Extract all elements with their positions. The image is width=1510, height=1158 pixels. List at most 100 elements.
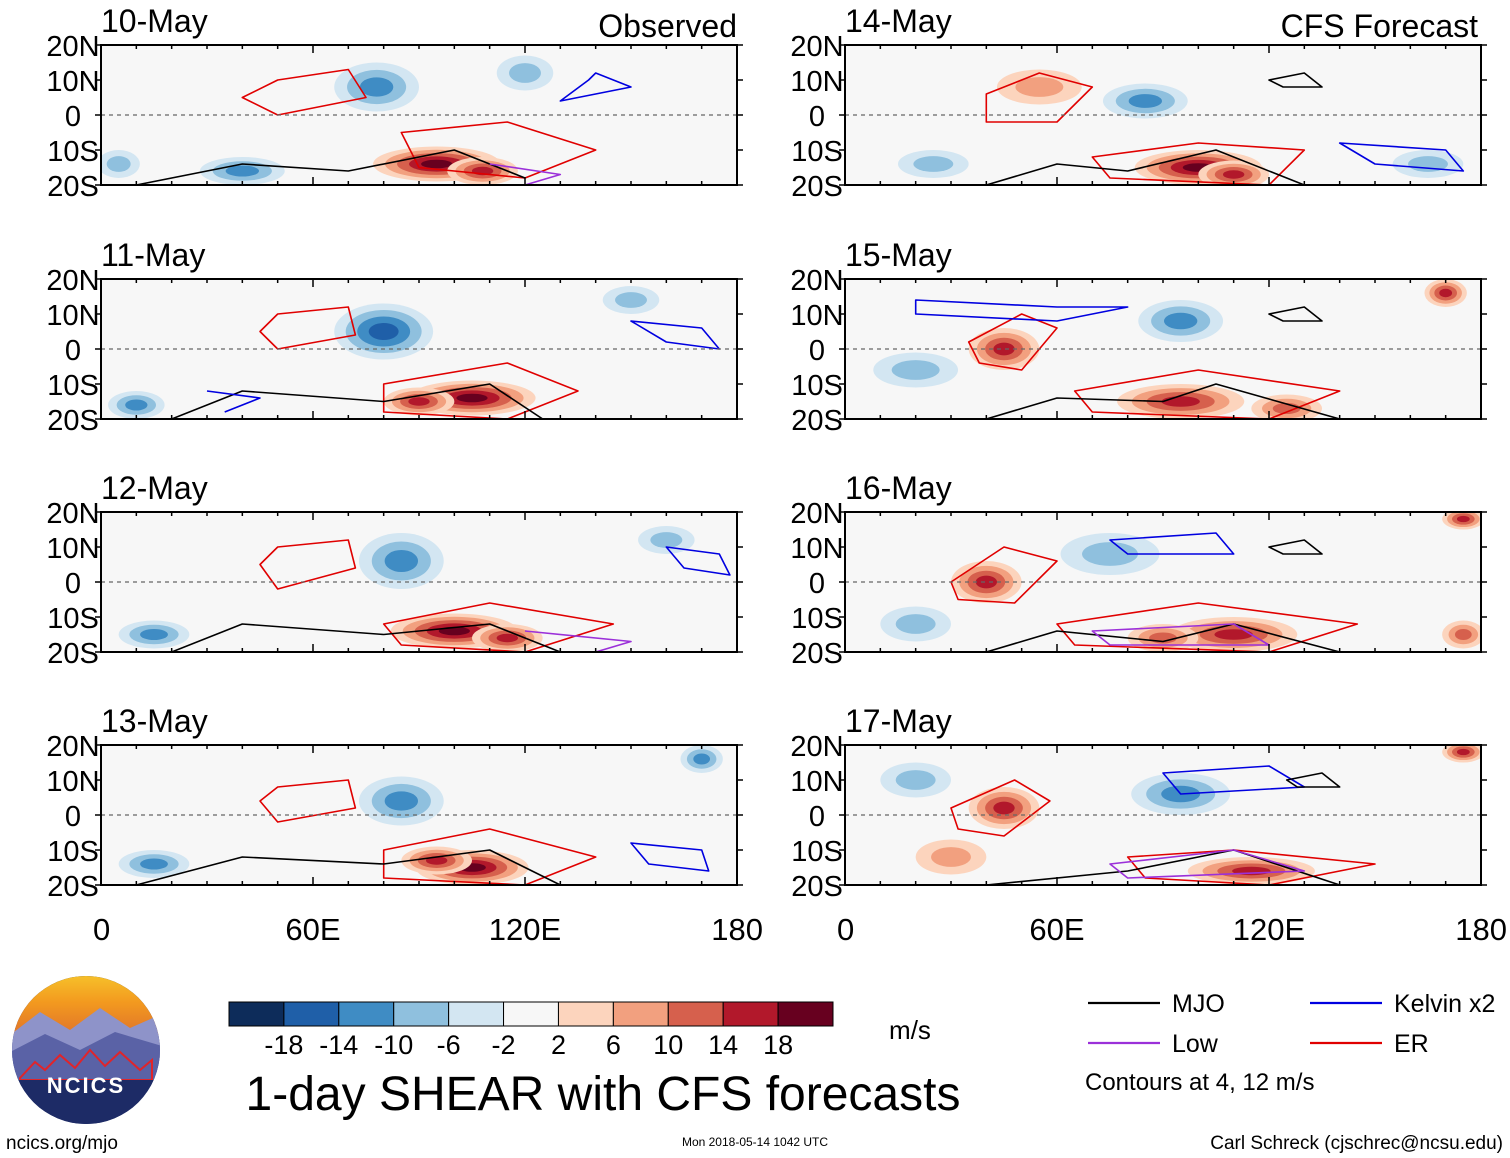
lat-tick-label: 20S <box>47 638 99 670</box>
colorbar-swatch <box>557 1001 614 1027</box>
colorbar-swatch <box>612 1001 669 1027</box>
shear-anomaly-region <box>1456 515 1470 523</box>
lat-tick-label: 20S <box>791 405 843 437</box>
lat-tick-label: 10N <box>790 533 843 565</box>
legend: MJO Low Kelvin x2 ER <box>1088 990 1495 1058</box>
lat-tick-label: 20N <box>46 31 99 63</box>
wave-contour <box>914 299 1129 322</box>
legend-label: Low <box>1172 1030 1219 1058</box>
wave-contour <box>1285 772 1341 788</box>
wave-contour <box>1056 602 1359 652</box>
shear-anomaly-region <box>140 858 168 870</box>
longitude-axis-labels: 0 60E 120E 180 0 60E 120E 180 <box>93 912 1507 947</box>
lat-tick-label: 0 <box>65 568 81 600</box>
lon-tick-label: 0 <box>93 912 110 947</box>
colorbar-units: m/s <box>889 1015 931 1045</box>
wave-contour <box>985 72 1094 123</box>
shear-anomaly-region <box>993 801 1015 815</box>
colorbar-label: -2 <box>492 1030 516 1060</box>
shear-anomaly-region <box>1082 542 1138 566</box>
shear-anomaly-region <box>359 77 394 97</box>
credit: Carl Schreck (cjschrec@ncsu.edu) <box>1210 1133 1503 1154</box>
wave-contour <box>382 362 579 419</box>
wave-contour <box>382 828 597 885</box>
panel-date: 11-May <box>101 237 205 273</box>
shear-anomaly-region <box>408 397 430 406</box>
wave-contour <box>171 383 544 419</box>
colorbar-label: 2 <box>551 1030 566 1060</box>
shear-anomaly-region <box>931 847 971 867</box>
lat-tick-label: 20S <box>47 405 99 437</box>
wave-contour <box>382 602 615 652</box>
lat-tick-label: 10S <box>47 603 99 635</box>
colorbar-label: 18 <box>763 1030 793 1060</box>
shear-anomaly-region <box>895 770 936 790</box>
wave-contour <box>1338 142 1465 172</box>
colorbar-label: 6 <box>606 1030 621 1060</box>
lat-tick-label: 20N <box>790 31 843 63</box>
panel-date: 12-May <box>101 470 208 506</box>
shear-anomaly-region <box>615 292 647 308</box>
lat-tick-label: 10N <box>46 66 99 98</box>
colorbar-swatch <box>283 1001 340 1027</box>
colorbar-swatch <box>667 1001 724 1027</box>
wave-contour <box>986 383 1340 419</box>
shear-anomaly-region <box>913 156 954 172</box>
ncics-logo: NCICS <box>12 976 160 1124</box>
colorbar: -18 -14 -10 -6 -2 2 6 10 14 18 <box>228 1001 834 1060</box>
wave-contour <box>171 623 561 652</box>
colorbar-label: -14 <box>319 1030 358 1060</box>
panel-date: 10-May <box>101 3 208 39</box>
wave-contour <box>136 149 526 185</box>
wave-contour <box>259 779 357 823</box>
shear-anomaly-region <box>225 165 260 177</box>
lat-tick-label: 20N <box>790 265 843 297</box>
legend-label: Kelvin x2 <box>1394 990 1495 1018</box>
shear-anomaly-region <box>384 791 419 811</box>
lat-tick-label: 20N <box>46 265 99 297</box>
lat-tick-label: 10S <box>791 603 843 635</box>
wave-contour <box>950 779 1051 837</box>
wave-contour <box>665 546 731 576</box>
shear-anomaly-region <box>975 575 998 589</box>
panel-date: 15-May <box>845 237 952 273</box>
wave-contour <box>1091 142 1306 185</box>
logo-text: NCICS <box>47 1073 125 1098</box>
lat-tick-label: 10S <box>47 836 99 868</box>
shear-anomaly-region <box>140 628 168 641</box>
wave-contour <box>1109 532 1235 555</box>
timestamp: Mon 2018-05-14 1042 UTC <box>682 1135 828 1149</box>
wave-contour <box>259 306 357 350</box>
lon-tick-label: 120E <box>489 912 561 947</box>
lat-tick-label: 20S <box>791 171 843 203</box>
shear-anomaly-region <box>1439 288 1453 298</box>
lat-tick-label: 0 <box>809 101 825 133</box>
lat-tick-label: 10N <box>790 66 843 98</box>
colorbar-swatch <box>448 1001 505 1027</box>
wave-contour <box>400 121 597 179</box>
panel-date: 17-May <box>845 703 952 739</box>
wave-contour <box>1073 369 1341 419</box>
shear-anomaly-region <box>421 159 453 169</box>
lat-tick-label: 20S <box>791 638 843 670</box>
lat-tick-label: 20S <box>47 871 99 903</box>
shear-anomaly-region <box>496 633 519 643</box>
lat-tick-label: 20N <box>46 731 99 763</box>
website-link[interactable]: ncics.org/mjo <box>6 1133 118 1154</box>
colorbar-swatch <box>338 1001 395 1027</box>
shear-anomaly-region <box>125 399 148 411</box>
figure-title: 1-day SHEAR with CFS forecasts <box>246 1068 961 1121</box>
lat-tick-label: 10N <box>790 766 843 798</box>
shear-anomaly-region <box>456 393 488 403</box>
wave-contour <box>1126 849 1376 885</box>
shear-anomaly-region <box>1163 312 1198 330</box>
lat-tick-label: 0 <box>65 801 81 833</box>
lat-tick-label: 20N <box>46 498 99 530</box>
wave-contour <box>489 163 562 185</box>
